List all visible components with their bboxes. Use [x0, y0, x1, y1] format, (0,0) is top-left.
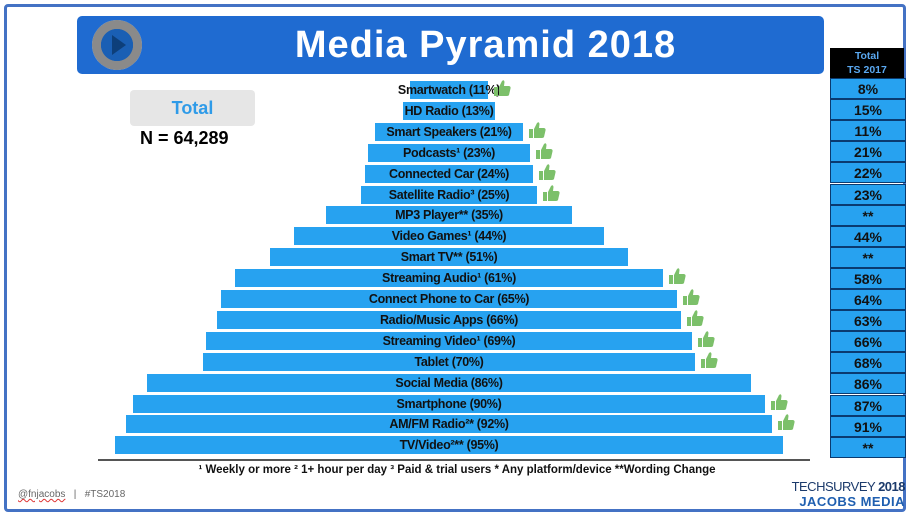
- pyramid-bar: [375, 122, 523, 141]
- bar-label: Smart Speakers (21%): [386, 124, 512, 139]
- twitter-handle: @fnjacobs: [18, 489, 66, 500]
- ts2017-cell: 44%: [830, 225, 906, 247]
- thumbs-up-icon: [696, 329, 716, 349]
- separator: |: [73, 489, 77, 500]
- footnote: ¹ Weekly or more ² 1+ hour per day ³ Pai…: [198, 464, 716, 476]
- pyramid-bar: [294, 227, 604, 246]
- ts2017-cell: 58%: [830, 267, 906, 289]
- bar-label: MP3 Player** (35%): [395, 208, 503, 223]
- ts2017-cell: 64%: [830, 289, 906, 310]
- play-button-logo-icon: [92, 20, 142, 70]
- bar-label: Satellite Radio³ (25%): [388, 187, 510, 202]
- bar-label: Connect Phone to Car (65%): [368, 292, 530, 306]
- pyramid-bar: [368, 143, 530, 162]
- bar-label: Streaming Video¹ (69%): [382, 333, 516, 348]
- pyramid-bar: [361, 185, 537, 204]
- thumbs-up-icon: [541, 183, 561, 203]
- thumbs-up-icon: [685, 308, 705, 328]
- thumbs-up-icon: [699, 350, 719, 370]
- pyramid-bar: [234, 269, 664, 288]
- thumbs-up-icon: [534, 141, 554, 161]
- bar-label: AM/FM Radio²* (92%): [389, 417, 509, 432]
- ts2017-cell: 22%: [830, 162, 906, 184]
- pyramid-bar: [220, 290, 678, 308]
- thumbs-up-icon: [537, 162, 557, 182]
- ts2017-cell: 66%: [830, 331, 906, 353]
- ts2017-cell: **: [830, 246, 906, 268]
- bar-label: Video Games¹ (44%): [391, 229, 507, 244]
- social-footer: @fnjacobs | #TS2018: [18, 489, 125, 500]
- ts2017-cell: 11%: [830, 120, 906, 142]
- hashtag: #TS2018: [84, 489, 126, 500]
- brand-jacobs-media: JACOBS MEDIA: [799, 494, 905, 509]
- pyramid-bar: [115, 436, 783, 455]
- title-banner: [77, 16, 824, 74]
- brand-logo: TECHSURVEY 2018 JACOBS MEDIA: [780, 479, 906, 509]
- pyramid-bar: [364, 164, 534, 183]
- bar-label: Smart TV** (51%): [400, 250, 498, 265]
- bar-label: Connected Car (24%): [388, 166, 510, 181]
- bar-label: Social Media (86%): [395, 375, 503, 390]
- page-title: Media Pyramid 2018: [294, 24, 677, 66]
- ts2017-cell: 86%: [830, 373, 906, 395]
- ts2017-cell: 91%: [830, 415, 906, 437]
- pyramid-bar: [125, 415, 773, 434]
- ts2017-header-line1: Total: [854, 50, 880, 62]
- ts2017-cell: 68%: [830, 352, 906, 374]
- pyramid-bar: [206, 331, 692, 350]
- pyramid-bar: [403, 101, 495, 120]
- thumbs-up-icon: [527, 120, 547, 140]
- thumbs-up-icon: [681, 287, 701, 307]
- bar-label: Tablet (70%): [414, 354, 484, 369]
- baseline-divider: [98, 459, 810, 461]
- ts2017-header: Total TS 2017: [830, 48, 904, 78]
- ts2017-header-line2: TS 2017: [847, 64, 887, 76]
- bar-label: Podcasts¹ (23%): [402, 145, 496, 160]
- thumbs-up-icon: [769, 392, 789, 412]
- total-label: Total: [130, 90, 255, 126]
- pyramid-bar: [217, 310, 681, 329]
- pyramid-bar: [410, 81, 488, 99]
- thumbs-up-icon: [776, 412, 796, 432]
- pyramid-bar: [325, 206, 573, 225]
- brand-techsurvey: TECHSURVEY: [791, 479, 876, 494]
- ts2017-cell: **: [830, 204, 906, 226]
- sample-size: N = 64,289: [140, 128, 229, 148]
- ts2017-cell: 23%: [830, 183, 906, 205]
- thumbs-up-icon: [492, 78, 512, 98]
- bar-label: Streaming Audio¹ (61%): [382, 271, 516, 286]
- ts2017-cell: 87%: [830, 394, 906, 416]
- ts2017-cell: 8%: [830, 78, 906, 99]
- bar-label: Smartphone (90%): [396, 396, 502, 411]
- pyramid-bar: [269, 248, 629, 267]
- ts2017-cell: **: [830, 436, 906, 458]
- thumbs-up-icon: [667, 266, 687, 286]
- pyramid-bar: [202, 352, 696, 371]
- bar-label: HD Radio (13%): [404, 103, 494, 118]
- ts2017-cell: 21%: [830, 141, 906, 163]
- bar-label: Smartwatch (11%): [397, 83, 501, 97]
- pyramid-bar: [146, 373, 752, 392]
- brand-year: 2018: [878, 479, 905, 494]
- ts2017-cell: 15%: [830, 99, 906, 121]
- bar-label: TV/Video²** (95%): [399, 438, 499, 453]
- pyramid-bar: [132, 394, 766, 413]
- ts2017-cell: 63%: [830, 310, 906, 332]
- bar-label: Radio/Music Apps (66%): [379, 312, 519, 327]
